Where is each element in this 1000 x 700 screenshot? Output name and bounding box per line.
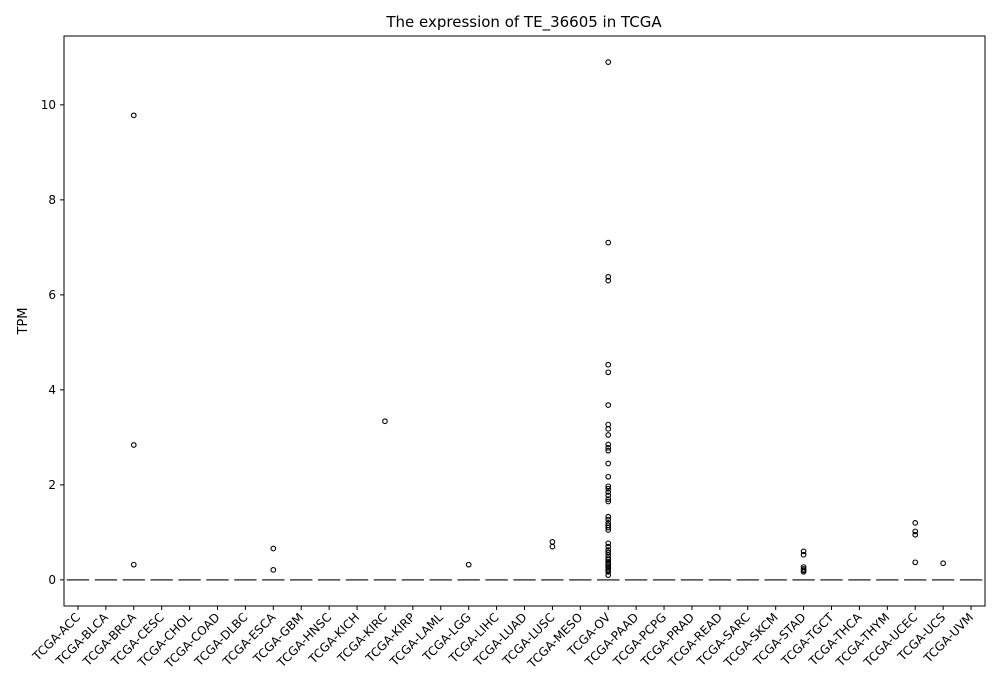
y-tick-label: 6 bbox=[48, 288, 56, 302]
y-tick-label: 0 bbox=[48, 573, 56, 587]
outlier-point bbox=[913, 532, 918, 537]
outlier-point bbox=[913, 521, 918, 526]
outlier-point bbox=[606, 240, 611, 245]
chart-title: The expression of TE_36605 in TCGA bbox=[385, 13, 662, 32]
outlier-point bbox=[606, 433, 611, 438]
outlier-point bbox=[606, 403, 611, 408]
y-tick-label: 2 bbox=[48, 478, 56, 492]
outlier-point bbox=[131, 562, 136, 567]
outlier-point bbox=[606, 362, 611, 367]
outlier-point bbox=[913, 560, 918, 565]
outlier-point bbox=[131, 113, 136, 118]
outlier-point bbox=[131, 443, 136, 448]
outlier-point bbox=[383, 419, 388, 424]
y-tick-label: 4 bbox=[48, 383, 56, 397]
outlier-point bbox=[466, 562, 471, 567]
outlier-point bbox=[941, 561, 946, 566]
y-axis: 0 2 4 6 8 10 bbox=[41, 98, 64, 587]
outlier-point bbox=[801, 552, 806, 557]
outlier-point bbox=[271, 568, 276, 573]
outlier-point bbox=[606, 573, 611, 578]
y-axis-label: TPM bbox=[16, 308, 31, 336]
x-axis: TCGA-ACCTCGA-BLCATCGA-BRCATCGA-CESCTCGA-… bbox=[29, 606, 976, 671]
outlier-point bbox=[606, 60, 611, 65]
y-tick-label: 8 bbox=[48, 193, 56, 207]
outlier-point bbox=[606, 475, 611, 480]
plot-frame bbox=[64, 36, 985, 606]
outlier-point bbox=[606, 370, 611, 375]
outlier-point bbox=[550, 540, 555, 545]
plot-area bbox=[67, 60, 982, 580]
outlier-point bbox=[271, 546, 276, 551]
y-tick-label: 10 bbox=[41, 98, 56, 112]
outlier-point bbox=[550, 544, 555, 549]
outlier-point bbox=[606, 461, 611, 466]
